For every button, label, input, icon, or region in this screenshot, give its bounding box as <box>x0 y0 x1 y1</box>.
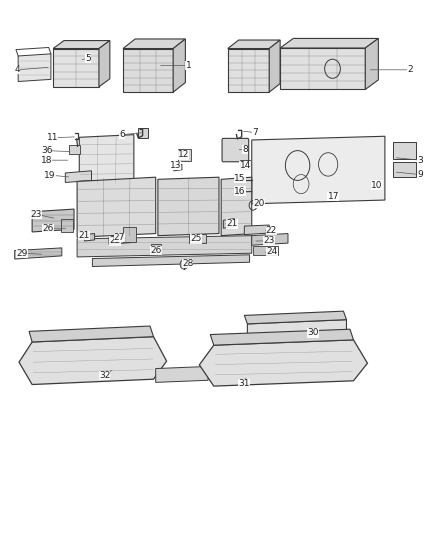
FancyBboxPatch shape <box>393 162 417 177</box>
Text: 26: 26 <box>42 224 53 233</box>
Polygon shape <box>269 40 280 92</box>
Polygon shape <box>280 48 365 90</box>
FancyBboxPatch shape <box>138 128 148 139</box>
Polygon shape <box>228 49 269 92</box>
Text: 12: 12 <box>177 150 189 159</box>
Polygon shape <box>247 320 346 340</box>
Text: 4: 4 <box>14 66 20 74</box>
Polygon shape <box>223 219 234 228</box>
Text: 23: 23 <box>264 237 275 246</box>
Polygon shape <box>123 39 185 49</box>
Text: 30: 30 <box>307 328 318 337</box>
Text: 17: 17 <box>328 192 339 201</box>
Text: 9: 9 <box>417 170 423 179</box>
Polygon shape <box>99 41 110 87</box>
Text: 31: 31 <box>239 379 250 388</box>
Polygon shape <box>173 39 185 92</box>
Polygon shape <box>244 225 269 235</box>
Polygon shape <box>77 177 155 237</box>
Text: 32: 32 <box>99 371 110 380</box>
Text: 14: 14 <box>240 161 251 170</box>
Text: 13: 13 <box>170 161 181 170</box>
Text: 15: 15 <box>234 174 246 183</box>
Polygon shape <box>65 171 92 182</box>
Polygon shape <box>109 236 131 244</box>
Text: 24: 24 <box>267 247 278 256</box>
Circle shape <box>180 260 188 269</box>
Polygon shape <box>155 367 208 382</box>
Polygon shape <box>199 340 367 386</box>
Polygon shape <box>53 41 110 49</box>
FancyBboxPatch shape <box>222 139 249 162</box>
Polygon shape <box>85 233 95 241</box>
Text: 22: 22 <box>266 226 277 235</box>
FancyBboxPatch shape <box>253 246 278 255</box>
Text: 3: 3 <box>417 156 423 165</box>
Polygon shape <box>210 329 353 345</box>
Text: 21: 21 <box>78 231 89 240</box>
Text: 36: 36 <box>41 146 52 155</box>
Polygon shape <box>79 135 134 184</box>
Text: 16: 16 <box>234 187 246 196</box>
FancyBboxPatch shape <box>60 219 73 232</box>
Text: 19: 19 <box>44 171 55 180</box>
Text: 21: 21 <box>226 220 238 229</box>
FancyBboxPatch shape <box>189 233 206 243</box>
Text: 26: 26 <box>150 246 161 255</box>
FancyBboxPatch shape <box>151 244 161 254</box>
Text: 11: 11 <box>46 133 58 142</box>
Polygon shape <box>77 236 252 257</box>
FancyBboxPatch shape <box>178 149 191 161</box>
Polygon shape <box>123 49 173 92</box>
Text: 6: 6 <box>119 130 125 139</box>
Polygon shape <box>18 54 51 82</box>
FancyBboxPatch shape <box>69 145 80 155</box>
Text: 29: 29 <box>16 249 27 258</box>
Text: 23: 23 <box>31 210 42 219</box>
Polygon shape <box>365 38 378 90</box>
FancyBboxPatch shape <box>240 160 250 169</box>
Text: 10: 10 <box>371 181 383 190</box>
Polygon shape <box>244 311 346 324</box>
Polygon shape <box>92 255 250 266</box>
Text: 7: 7 <box>252 128 258 137</box>
Text: 8: 8 <box>242 145 248 154</box>
Text: 28: 28 <box>182 259 193 268</box>
Text: 20: 20 <box>254 199 265 208</box>
Polygon shape <box>252 233 288 245</box>
Text: 22: 22 <box>110 237 121 246</box>
Polygon shape <box>221 177 252 236</box>
Polygon shape <box>32 209 74 232</box>
Polygon shape <box>228 40 280 49</box>
Text: 5: 5 <box>85 54 91 62</box>
FancyBboxPatch shape <box>124 227 137 241</box>
Polygon shape <box>53 49 99 87</box>
Text: 1: 1 <box>186 61 191 70</box>
Text: 2: 2 <box>407 66 413 74</box>
Text: 27: 27 <box>114 233 125 242</box>
Polygon shape <box>19 337 166 384</box>
Polygon shape <box>14 248 62 259</box>
Polygon shape <box>158 177 219 236</box>
Polygon shape <box>29 326 153 342</box>
Polygon shape <box>280 38 378 48</box>
FancyBboxPatch shape <box>393 142 417 159</box>
Text: 18: 18 <box>41 156 52 165</box>
Polygon shape <box>252 136 385 204</box>
Text: 25: 25 <box>191 235 202 244</box>
